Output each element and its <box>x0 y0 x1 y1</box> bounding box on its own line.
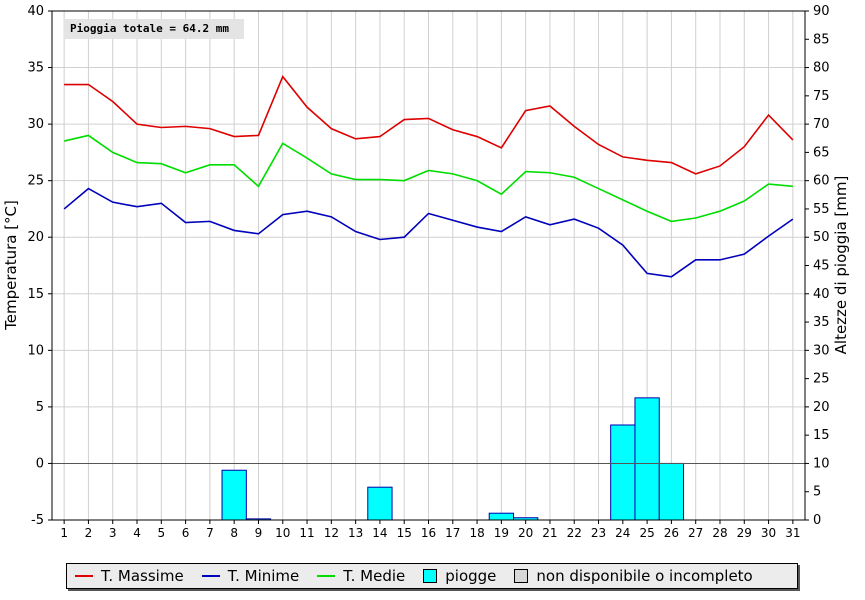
legend-label-na: non disponibile o incompleto <box>536 567 753 585</box>
x-tick-label: 2 <box>85 526 93 540</box>
x-tick-label: 6 <box>182 526 190 540</box>
tick-labels: -505101520253035400510152025303540455055… <box>27 4 829 540</box>
y-right-tick-label: 40 <box>813 287 830 302</box>
y-right-tick-label: 60 <box>813 174 830 189</box>
rain-bar <box>367 486 393 521</box>
x-tick-label: 29 <box>737 526 752 540</box>
x-tick-label: 23 <box>591 526 606 540</box>
x-tick-label: 9 <box>255 526 263 540</box>
x-tick-label: 28 <box>712 526 727 540</box>
y-right-tick-label: 15 <box>813 428 830 443</box>
legend: T. Massime T. Minime T. Medie piogge non… <box>66 563 798 589</box>
series-line-min <box>63 187 794 278</box>
rain-bar <box>221 469 247 521</box>
rain-bar <box>610 424 636 521</box>
legend-item-max: T. Massime <box>75 567 184 585</box>
legend-swatch-rain <box>423 569 438 583</box>
y-tick-label: 30 <box>27 117 44 132</box>
x-tick-label: 11 <box>299 526 314 540</box>
x-tick-label: 1 <box>60 526 68 540</box>
y-right-tick-label: 45 <box>813 259 830 274</box>
legend-label-mean: T. Medie <box>343 567 406 585</box>
x-tick-label: 16 <box>421 526 436 540</box>
legend-label-rain: piogge <box>445 567 497 585</box>
rain-bar <box>488 512 515 521</box>
y-right-tick-label: 75 <box>813 89 830 104</box>
y-tick-label: 40 <box>27 4 44 19</box>
y-right-tick-label: 5 <box>813 485 821 500</box>
x-tick-label: 24 <box>615 526 630 540</box>
x-tick-label: 10 <box>275 526 290 540</box>
rain-bar <box>634 397 660 521</box>
temperature-lines <box>63 75 794 278</box>
legend-swatch-na <box>514 569 529 583</box>
x-tick-label: 3 <box>109 526 117 540</box>
y-tick-label: 0 <box>36 456 44 471</box>
y-axis-label: Temperatura [°C] <box>2 200 20 331</box>
x-tick-label: 21 <box>542 526 557 540</box>
y-right-tick-label: 10 <box>813 456 830 471</box>
rain-bar <box>658 462 685 521</box>
y-right-tick-label: 20 <box>813 400 830 415</box>
y-right-tick-label: 90 <box>813 4 830 19</box>
total-rain-annotation: Pioggia totale = 64.2 mm <box>64 19 244 39</box>
legend-item-mean: T. Medie <box>317 567 405 585</box>
y-tick-label: 10 <box>27 343 44 358</box>
y-right-tick-label: 55 <box>813 202 830 217</box>
grid <box>52 10 805 521</box>
x-tick-label: 20 <box>518 526 533 540</box>
legend-label-min: T. Minime <box>227 567 300 585</box>
y-tick-label: 5 <box>36 400 44 415</box>
x-tick-label: 13 <box>348 526 363 540</box>
y-tick-label: 15 <box>27 287 44 302</box>
x-tick-label: 17 <box>445 526 460 540</box>
x-tick-label: 30 <box>761 526 776 540</box>
y-tick-label: 20 <box>27 230 44 245</box>
x-tick-label: 18 <box>469 526 484 540</box>
legend-swatch-max <box>75 575 93 577</box>
x-tick-label: 31 <box>785 526 800 540</box>
x-tick-label: 4 <box>133 526 141 540</box>
x-tick-label: 26 <box>664 526 679 540</box>
y-right-tick-label: 80 <box>813 61 830 76</box>
x-tick-label: 14 <box>372 526 387 540</box>
rain-bars <box>221 397 685 521</box>
x-tick-label: 15 <box>397 526 412 540</box>
legend-swatch-mean <box>317 575 336 577</box>
y-tick-label: 35 <box>27 61 44 76</box>
series-line-mean <box>63 134 793 223</box>
x-tick-label: 7 <box>206 526 214 540</box>
x-tick-label: 27 <box>688 526 703 540</box>
y-right-tick-label: 65 <box>813 145 830 160</box>
legend-item-min: T. Minime <box>201 567 300 585</box>
x-tick-label: 22 <box>567 526 582 540</box>
x-tick-label: 25 <box>639 526 654 540</box>
x-tick-label: 19 <box>494 526 509 540</box>
series-line-max <box>64 75 794 175</box>
y-right-tick-label: 30 <box>813 343 830 358</box>
x-tick-label: 5 <box>157 526 165 540</box>
y-right-tick-label: 35 <box>813 315 830 330</box>
y-right-tick-label: 0 <box>813 513 821 528</box>
y-right-tick-label: 70 <box>813 117 830 132</box>
legend-item-rain: piogge <box>423 567 496 585</box>
y-tick-label: 25 <box>27 174 44 189</box>
y-right-tick-label: 85 <box>813 32 830 47</box>
y-axis-right-label: Altezze di pioggia [mm] <box>832 176 850 355</box>
legend-item-na: non disponibile o incompleto <box>514 567 753 585</box>
y-right-tick-label: 25 <box>813 372 830 387</box>
x-tick-label: 12 <box>324 526 339 540</box>
y-tick-label: -5 <box>31 513 44 528</box>
legend-label-max: T. Massime <box>101 567 184 585</box>
y-right-tick-label: 50 <box>813 230 830 245</box>
x-tick-label: 8 <box>230 526 238 540</box>
legend-swatch-min <box>201 575 220 577</box>
